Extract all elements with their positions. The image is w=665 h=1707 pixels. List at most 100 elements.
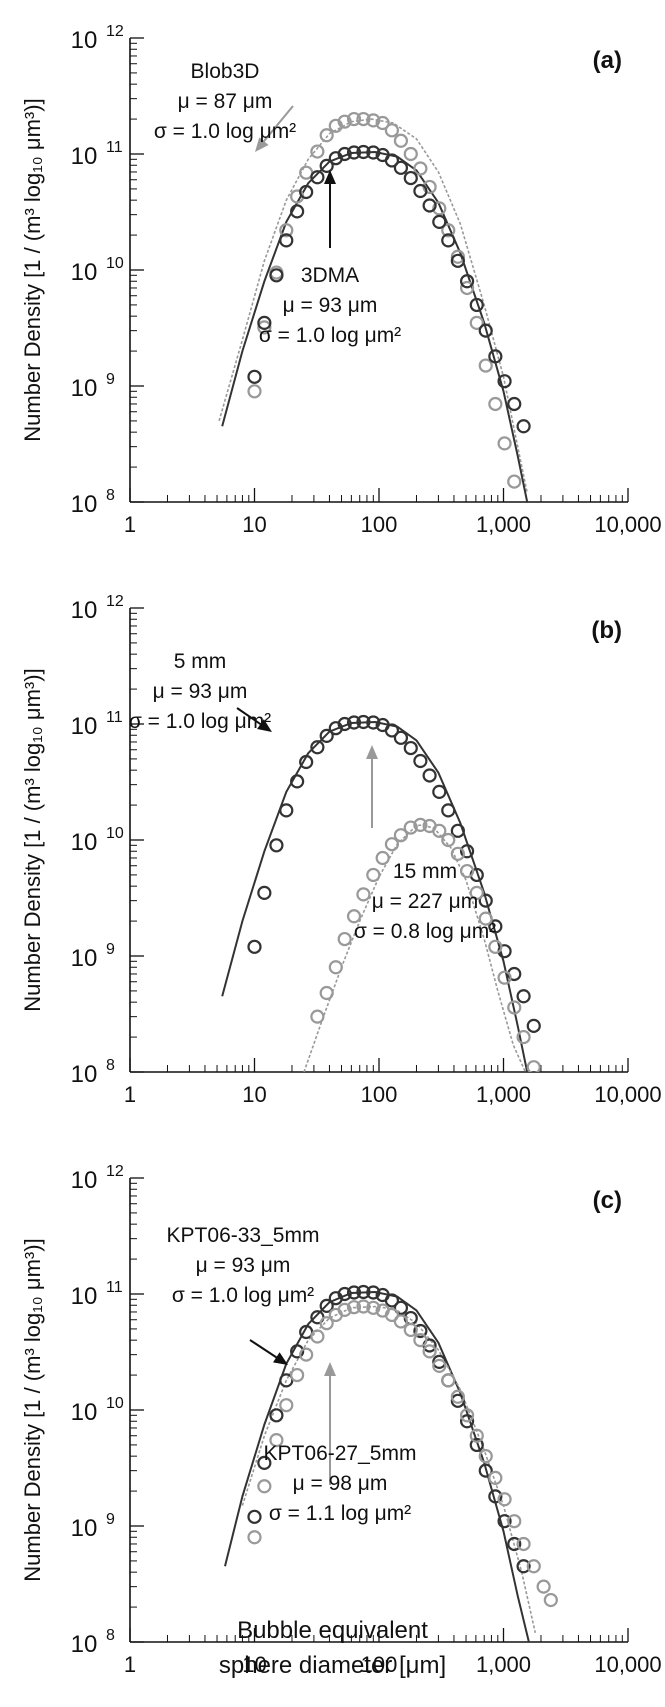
data-point-series-1 <box>459 844 475 859</box>
data-point-series-2 <box>507 1514 522 1529</box>
data-point-series-2 <box>346 1300 362 1315</box>
annotation-text: σ = 0.8 log μm² <box>354 920 496 943</box>
data-point-series-1 <box>279 223 294 238</box>
data-point-series-1 <box>507 1536 522 1552</box>
y-tick-label: 10 <box>71 597 98 624</box>
data-point-series-2 <box>319 985 334 1001</box>
x-tick-label: 1 <box>124 1082 136 1107</box>
panel-a: 1 10 100 1,000 10,000 10 8 10 9 10 10 10 11 10 12 Numbe… <box>0 0 665 560</box>
data-point-series-2 <box>441 832 456 848</box>
y-tick-label: 10 <box>71 259 98 286</box>
data-point-series-1 <box>346 1285 362 1300</box>
data-point-series-2 <box>516 1536 531 1552</box>
data-point-series-1 <box>319 1298 334 1313</box>
data-point-series-2 <box>403 1322 418 1338</box>
x-tick-label: 10 <box>242 512 266 537</box>
data-point-series-2 <box>536 1579 551 1594</box>
data-point-series-1 <box>269 838 284 853</box>
chart-c: 1 10 100 1,000 10,000 10 8 10 9 10 10 10 11 10 12 Numbe… <box>20 1163 662 1677</box>
data-point-series-1 <box>469 315 484 330</box>
y-tick-label: 10 <box>71 491 98 518</box>
data-point-series-2 <box>478 323 493 338</box>
data-point-series-1 <box>375 115 390 131</box>
y-tick-label: 10 <box>71 143 98 170</box>
data-point-series-2 <box>299 1347 314 1362</box>
data-point-series-2 <box>516 419 531 434</box>
annotation-text: μ = 98 μm <box>293 1472 388 1495</box>
panel-c: 1 10 100 1,000 10,000 10 8 10 9 10 10 10 11 10 12 Numbe… <box>0 1140 665 1700</box>
x-tick-label: 100 <box>361 1082 398 1107</box>
panel-label: (a) <box>593 47 622 74</box>
data-point-series-2 <box>450 846 465 861</box>
y-tick-exponent: 8 <box>106 1057 115 1074</box>
annotation-text: μ = 227 μm <box>372 890 479 913</box>
y-tick-exponent: 12 <box>106 23 124 40</box>
data-point-series-1 <box>247 1509 262 1524</box>
data-point-series-1 <box>393 730 409 745</box>
data-point-series-2 <box>257 315 272 330</box>
data-point-series-1 <box>384 1293 400 1308</box>
annotation-text: σ = 1.0 log μm² <box>154 120 296 143</box>
data-point-series-2 <box>432 823 447 838</box>
data-point-series-2 <box>393 828 409 843</box>
data-point-series-1 <box>279 1373 294 1388</box>
data-point-series-1 <box>346 111 362 127</box>
x-tick-label: 100 <box>361 1652 398 1677</box>
data-point-series-2 <box>403 170 418 186</box>
data-point-series-2 <box>516 1029 531 1045</box>
y-tick-exponent: 11 <box>106 139 123 156</box>
data-point-series-2 <box>497 374 512 389</box>
data-point-series-1 <box>247 384 262 399</box>
data-point-series-2 <box>384 153 400 168</box>
annotation-arrow <box>249 1339 281 1361</box>
data-point-series-2 <box>507 1000 522 1015</box>
y-tick-label: 10 <box>71 1167 98 1194</box>
data-point-series-1 <box>290 1344 305 1359</box>
y-tick-exponent: 8 <box>106 487 115 504</box>
y-tick-label: 10 <box>71 713 98 740</box>
data-point-series-1 <box>450 1393 465 1408</box>
x-tick-label: 1 <box>124 512 136 537</box>
x-tick-label: 10 <box>242 1082 266 1107</box>
data-point-series-2 <box>393 160 409 175</box>
x-tick-label: 1,000 <box>476 1082 531 1107</box>
data-point-series-2 <box>384 837 400 852</box>
data-point-series-1 <box>413 753 428 769</box>
x-tick-label: 10,000 <box>594 512 661 537</box>
data-point-series-2 <box>413 817 428 832</box>
data-point-series-1 <box>393 133 409 148</box>
annotation-text: 5 mm <box>174 650 227 673</box>
data-point-series-1 <box>366 715 381 730</box>
data-point-series-1 <box>497 1514 512 1529</box>
y-axis-label: Number Density [1 / (m³ log₁₀ μm³)] <box>20 1238 45 1581</box>
data-point-series-1 <box>310 740 325 755</box>
data-point-series-1 <box>356 714 371 730</box>
data-point-series-1 <box>507 474 522 489</box>
data-point-series-2 <box>310 1009 325 1024</box>
annotation-arrowhead <box>324 1362 336 1376</box>
data-point-series-2 <box>497 970 512 985</box>
panel-label: (c) <box>593 1187 622 1214</box>
data-point-series-1 <box>432 1354 447 1369</box>
panel-b: 1 10 100 1,000 10,000 10 8 10 9 10 10 10 11 10 12 Numbe… <box>0 570 665 1130</box>
x-tick-label: 10,000 <box>594 1652 661 1677</box>
y-tick-label: 10 <box>71 945 98 972</box>
data-point-series-2 <box>469 885 484 900</box>
data-point-series-2 <box>346 145 362 160</box>
fit-curve-2 <box>221 150 529 502</box>
data-point-series-2 <box>459 1408 475 1423</box>
y-tick-exponent: 11 <box>106 1279 123 1296</box>
data-point-series-2 <box>543 1592 558 1608</box>
data-point-series-2 <box>469 297 484 313</box>
data-point-series-2 <box>497 1492 512 1507</box>
data-point-series-2 <box>247 1530 262 1545</box>
data-point-series-2 <box>459 274 475 289</box>
data-point-series-2 <box>488 1470 503 1485</box>
y-tick-exponent: 8 <box>106 1627 115 1644</box>
data-point-series-2 <box>319 158 334 173</box>
annotation-arrowhead <box>255 137 269 152</box>
data-point-series-1 <box>319 128 334 143</box>
data-point-series-1 <box>516 1559 531 1574</box>
data-point-series-2 <box>366 867 381 883</box>
annotation-text: μ = 93 μm <box>283 294 378 317</box>
